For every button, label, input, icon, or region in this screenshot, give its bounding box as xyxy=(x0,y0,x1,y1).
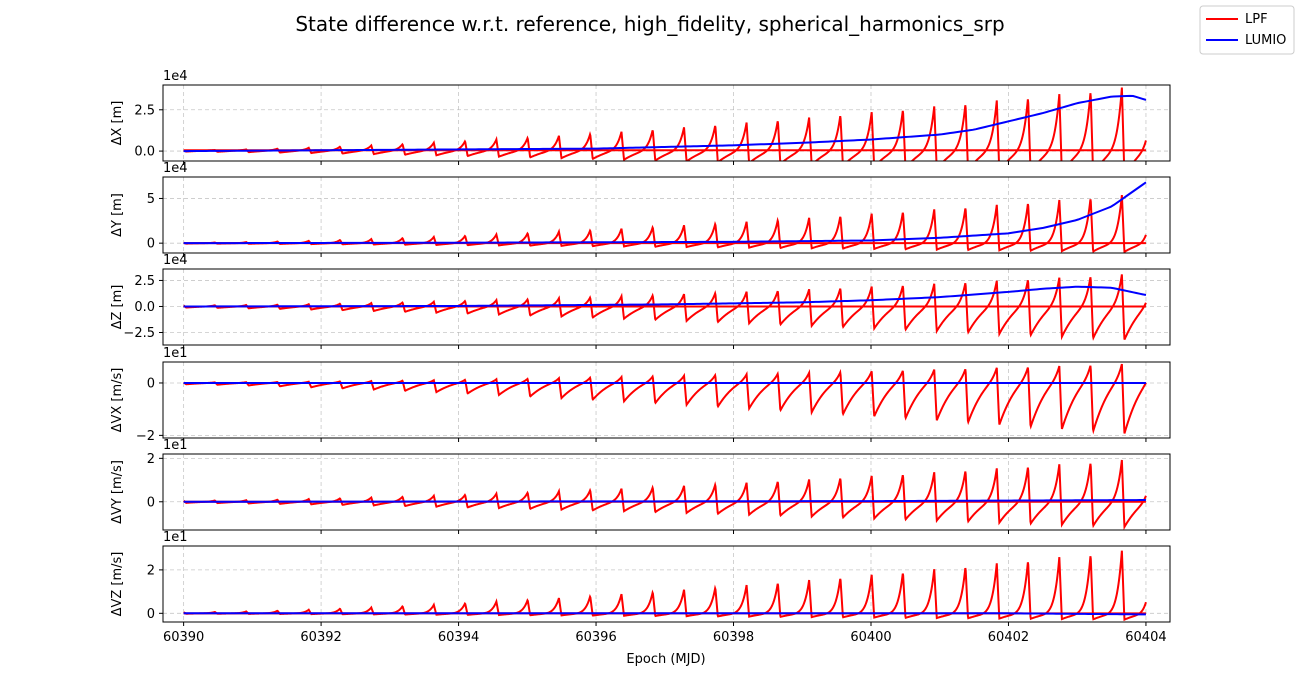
y-tick-label: 0 xyxy=(147,495,155,510)
offset-text: 1e1 xyxy=(163,438,188,453)
offset-text: 1e4 xyxy=(163,69,188,84)
series-lumio-line xyxy=(183,612,1146,616)
x-tick-label: 60396 xyxy=(575,630,616,645)
subplots: 0.0 2.5 1e4 ΔX [m] 0 5 1e4 ΔY [m] −2.5 0.0 2.5 1e4 Δ… xyxy=(110,69,1171,645)
x-tick-label: 60394 xyxy=(438,630,479,645)
series-lpf-line xyxy=(182,459,1147,530)
offset-text: 1e4 xyxy=(163,161,188,176)
subplot-1: 0.0 2.5 1e4 ΔX [m] xyxy=(110,69,1171,165)
y-axis-label: ΔVY [m/s] xyxy=(110,460,125,524)
subplot-4: −2 0 1e1 ΔVX [m/s] xyxy=(110,346,1171,444)
y-axis-label: ΔVX [m/s] xyxy=(110,368,125,433)
y-tick-label: 0 xyxy=(147,376,155,391)
x-tick-label: 60390 xyxy=(163,630,204,645)
x-axis-label: Epoch (MJD) xyxy=(626,652,705,667)
figure-title: State difference w.r.t. reference, high_… xyxy=(295,12,1004,36)
series-lpf-line xyxy=(182,274,1147,341)
y-tick-label: 2 xyxy=(147,452,155,467)
y-axis-label: ΔVZ [m/s] xyxy=(110,552,125,617)
axes-frame xyxy=(162,268,1171,346)
series-lumio-line xyxy=(183,285,1147,308)
axes-frame xyxy=(162,545,1171,623)
y-tick-label: −2.5 xyxy=(123,326,155,341)
y-tick-label: 0.0 xyxy=(134,145,155,160)
subplot-5: 0 2 1e1 ΔVY [m/s] xyxy=(110,438,1171,534)
x-tick-label: 60402 xyxy=(988,630,1029,645)
y-tick-label: 0.0 xyxy=(134,300,155,315)
subplot-3: −2.5 0.0 2.5 1e4 ΔZ [m] xyxy=(110,253,1171,349)
axes-frame xyxy=(162,453,1171,531)
y-axis-label: ΔY [m] xyxy=(110,193,125,237)
series-lpf-line xyxy=(183,363,1147,435)
x-tick-label: 60404 xyxy=(1125,630,1166,645)
y-tick-label: 2.5 xyxy=(134,274,155,289)
subplot-6: 0 2 60390 60392 60394 60396 60398 60400 60402 604… xyxy=(110,530,1171,645)
legend-label-lumio: LUMIO xyxy=(1245,33,1286,48)
offset-text: 1e1 xyxy=(163,346,188,361)
offset-text: 1e1 xyxy=(163,530,188,545)
y-tick-label: 5 xyxy=(147,192,155,207)
x-tick-label: 60400 xyxy=(850,630,891,645)
legend-label-lpf: LPF xyxy=(1245,12,1268,27)
series-lumio-line xyxy=(183,94,1147,153)
series-lumio-line xyxy=(183,499,1146,503)
y-axis-label: ΔX [m] xyxy=(110,101,125,146)
x-tick-label: 60392 xyxy=(300,630,341,645)
axes-frame xyxy=(162,176,1171,254)
y-tick-label: 2 xyxy=(147,563,155,578)
axes-frame xyxy=(162,84,1171,162)
subplot-2: 0 5 1e4 ΔY [m] xyxy=(110,161,1171,257)
y-tick-label: 2.5 xyxy=(134,103,155,118)
offset-text: 1e4 xyxy=(163,253,188,268)
y-tick-label: −2 xyxy=(136,429,155,444)
series-lumio-line xyxy=(183,181,1147,245)
x-tick-label: 60398 xyxy=(713,630,754,645)
legend: LPF LUMIO xyxy=(1199,5,1295,55)
y-tick-label: 0 xyxy=(147,237,155,252)
y-axis-label: ΔZ [m] xyxy=(110,285,125,330)
axes-frame xyxy=(162,361,1171,439)
y-tick-label: 0 xyxy=(147,607,155,622)
